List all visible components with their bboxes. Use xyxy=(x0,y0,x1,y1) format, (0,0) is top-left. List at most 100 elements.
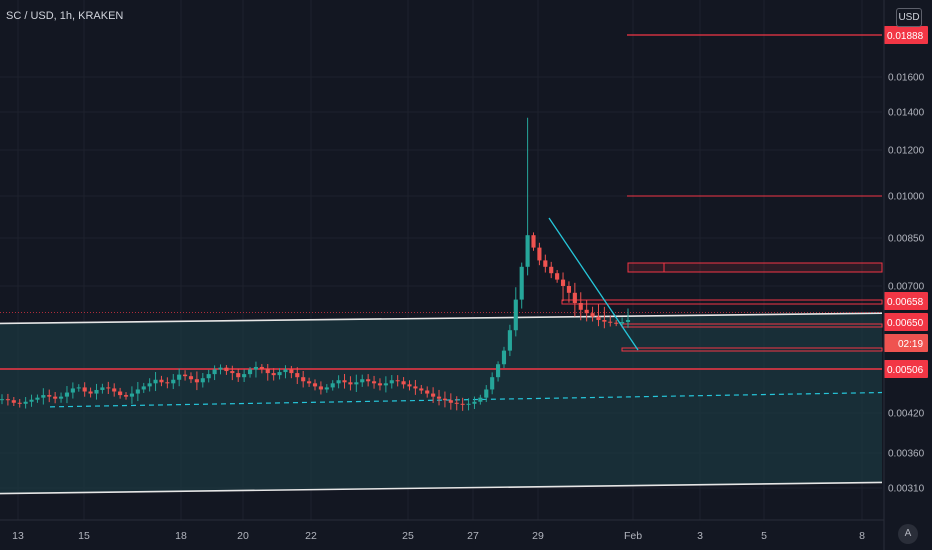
candle-body xyxy=(247,369,253,375)
candle-body xyxy=(513,299,518,331)
resistance-zone xyxy=(627,262,883,273)
price-label-box xyxy=(884,334,928,352)
candle-body xyxy=(555,273,560,280)
candle-body xyxy=(484,389,489,398)
candle-body xyxy=(106,387,111,389)
candle-body xyxy=(354,382,359,385)
candle-body xyxy=(183,374,188,377)
candle-body xyxy=(188,376,194,380)
candle-body xyxy=(454,402,459,404)
price-axis-background xyxy=(884,0,932,520)
price-label-box xyxy=(884,292,928,310)
candle-body xyxy=(425,390,430,394)
candle-body xyxy=(242,374,247,378)
candle-body xyxy=(472,401,477,404)
candle-body xyxy=(419,388,424,391)
candle-body xyxy=(289,369,294,374)
candle-body xyxy=(88,391,93,394)
candle-body xyxy=(159,379,164,383)
candle-body xyxy=(153,379,158,384)
time-tick-label: 8 xyxy=(859,530,865,542)
candle-body xyxy=(566,286,572,293)
candle-body xyxy=(230,371,235,374)
price-tick-label: 0.00310 xyxy=(888,484,925,495)
candle-body xyxy=(307,381,312,384)
price-label-text: 0.00658 xyxy=(887,297,924,308)
candle-body xyxy=(123,395,129,397)
price-label-box xyxy=(884,360,928,378)
descending-trendline xyxy=(548,217,639,351)
candle-body xyxy=(100,387,105,390)
candle-body xyxy=(318,386,323,390)
candle-body xyxy=(608,321,613,323)
candle-body xyxy=(602,320,607,322)
candle-body xyxy=(342,380,347,383)
candle-body xyxy=(407,384,412,387)
candle-body xyxy=(572,292,577,303)
time-tick-label: Feb xyxy=(624,530,642,542)
candle-body xyxy=(76,387,81,389)
candle-body xyxy=(431,393,436,397)
candle-body xyxy=(259,366,264,369)
candle-body xyxy=(70,388,75,393)
candle-body xyxy=(29,399,34,402)
time-tick-label: 25 xyxy=(402,530,414,542)
time-tick-label: 22 xyxy=(305,530,317,542)
candle-body xyxy=(596,316,601,320)
price-label-text: 0.00506 xyxy=(887,365,924,376)
candle-body xyxy=(348,382,353,385)
candle-body xyxy=(277,372,282,376)
time-axis-background xyxy=(0,520,932,550)
candle-body xyxy=(401,381,406,385)
candle-body xyxy=(383,383,388,386)
candle-body xyxy=(360,379,365,383)
currency-button[interactable]: USD xyxy=(896,8,922,27)
price-label-box xyxy=(884,26,928,44)
candle-body xyxy=(224,367,229,372)
candle-body xyxy=(436,396,442,399)
candle-body xyxy=(129,393,134,397)
candle-body xyxy=(5,399,10,401)
candle-body xyxy=(253,366,259,370)
channel-lower-line xyxy=(0,481,883,495)
candle-body xyxy=(590,313,595,317)
breakout-zone xyxy=(561,299,883,305)
price-tick-label: 0.00700 xyxy=(888,282,925,293)
candle-body xyxy=(625,320,631,323)
price-tick-label: 0.01000 xyxy=(888,192,925,203)
candle-body xyxy=(0,399,5,401)
candles xyxy=(0,117,631,411)
candle-body xyxy=(265,369,270,374)
price-label-badge: 0.01888 xyxy=(884,26,928,44)
candle-body xyxy=(218,367,223,370)
price-tick-label: 0.00360 xyxy=(888,449,925,460)
lower-zone xyxy=(621,347,883,352)
candle-body xyxy=(47,395,52,397)
candle-body xyxy=(519,266,524,300)
candle-body xyxy=(531,235,536,248)
candle-body xyxy=(324,387,329,390)
price-tick-label: 0.01200 xyxy=(888,146,925,157)
price-label-text: 02:19 xyxy=(898,339,923,350)
candle-body xyxy=(507,330,512,351)
candle-body xyxy=(94,389,99,394)
price-label-text: 0.01888 xyxy=(887,31,924,42)
price-tick-label: 0.00850 xyxy=(888,234,925,245)
candle-body xyxy=(501,350,507,365)
channel-midline xyxy=(49,391,883,408)
candle-body xyxy=(194,379,199,383)
candle-body xyxy=(301,377,306,382)
auto-scale-button[interactable]: A xyxy=(898,524,918,544)
candle-body xyxy=(389,380,394,384)
candle-body xyxy=(177,374,182,380)
candle-body xyxy=(35,397,40,400)
candle-body xyxy=(312,383,318,387)
price-tick-label: 0.00420 xyxy=(888,409,925,420)
candle-body xyxy=(147,383,152,387)
channel-upper-line xyxy=(0,312,883,325)
candle-body xyxy=(377,383,383,386)
candle-body xyxy=(442,398,447,401)
